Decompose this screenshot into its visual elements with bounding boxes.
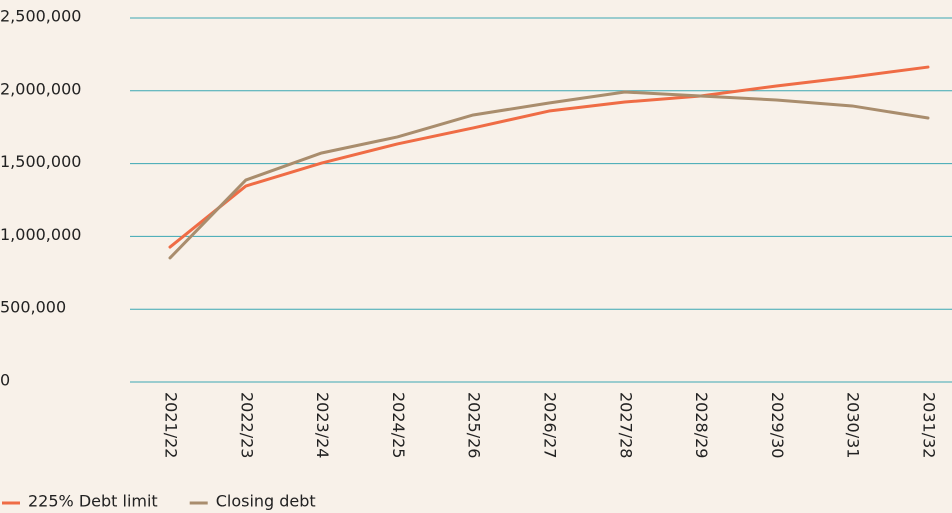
legend-label: 225% Debt limit: [28, 492, 158, 511]
x-tick-label: 2026/27: [541, 392, 560, 458]
x-tick-label: 2023/24: [313, 392, 332, 458]
x-tick-label: 2029/30: [768, 392, 787, 458]
y-tick-label: 500,000: [0, 298, 66, 317]
x-tick-label: 2028/29: [692, 392, 711, 458]
x-tick-label: 2025/26: [465, 392, 484, 458]
x-tick-label: 2022/23: [237, 392, 256, 458]
line-series: [168, 90, 930, 260]
x-tick-label: 2031/32: [920, 392, 939, 458]
x-tick-label: 2021/22: [162, 392, 181, 458]
y-tick-label: 2,000,000: [0, 79, 81, 98]
y-tick-label: 1,500,000: [0, 152, 81, 171]
y-tick-label: 0: [0, 371, 10, 390]
line-series: [168, 65, 930, 249]
x-tick-label: 2024/25: [389, 392, 408, 458]
y-tick-label: 1,000,000: [0, 225, 81, 244]
x-tick-label: 2027/28: [616, 392, 635, 458]
legend-label: Closing debt: [216, 492, 316, 511]
x-tick-label: 2030/31: [844, 392, 863, 458]
y-tick-label: 2,500,000: [0, 7, 81, 26]
